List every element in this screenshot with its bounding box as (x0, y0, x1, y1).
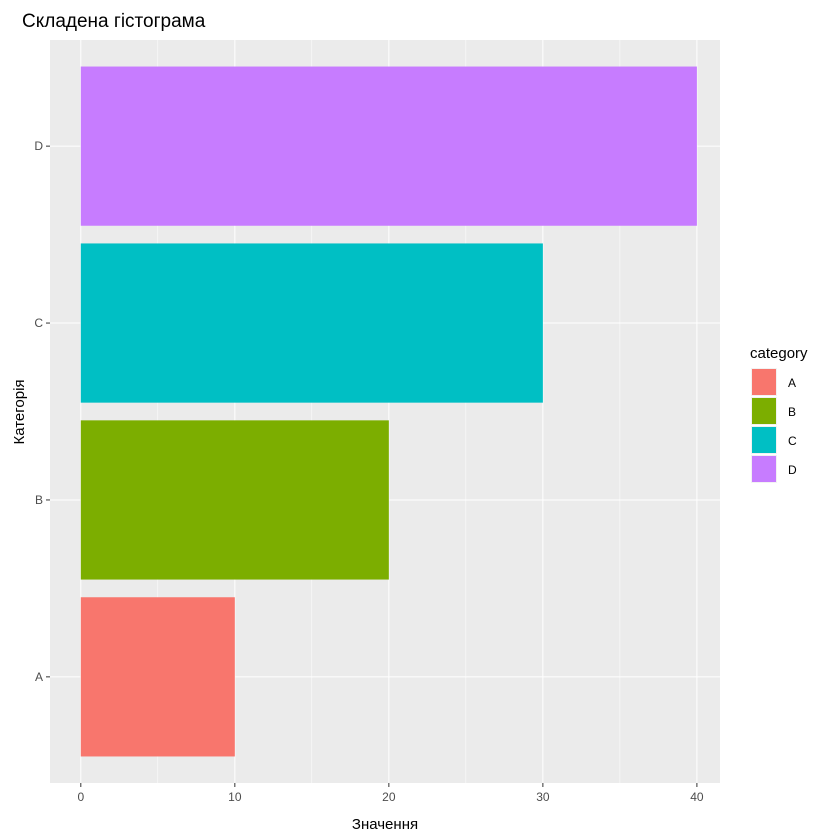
legend-swatch-C (752, 427, 776, 453)
axis-ticks: 0 10 20 30 40 A B C D (34, 139, 704, 804)
legend-label-D: D (788, 463, 797, 477)
y-tick-label: A (35, 670, 43, 684)
legend-swatch-D (752, 456, 776, 482)
bar-D (80, 66, 697, 226)
legend-swatch-A (752, 369, 776, 395)
legend-label-A: A (788, 376, 796, 390)
x-tick-label: 40 (690, 790, 704, 804)
y-tick-label: C (34, 316, 43, 330)
legend: category A B C D (750, 345, 808, 483)
bars (80, 66, 697, 757)
bar-B (80, 420, 389, 580)
y-tick-label: B (35, 493, 43, 507)
x-tick-label: 20 (382, 790, 396, 804)
y-tick-label: D (34, 139, 43, 153)
bar-C (80, 243, 543, 403)
legend-title: category (750, 345, 808, 362)
legend-label-C: C (788, 434, 797, 448)
x-tick-label: 10 (228, 790, 242, 804)
chart-title: Складена гістограма (22, 11, 206, 32)
legend-label-B: B (788, 405, 796, 419)
y-axis-title: Категорія (11, 379, 28, 444)
x-axis-title: Значення (352, 816, 418, 833)
legend-swatch-B (752, 398, 776, 424)
x-tick-label: 0 (77, 790, 84, 804)
x-tick-label: 30 (536, 790, 550, 804)
bar-A (80, 597, 235, 757)
